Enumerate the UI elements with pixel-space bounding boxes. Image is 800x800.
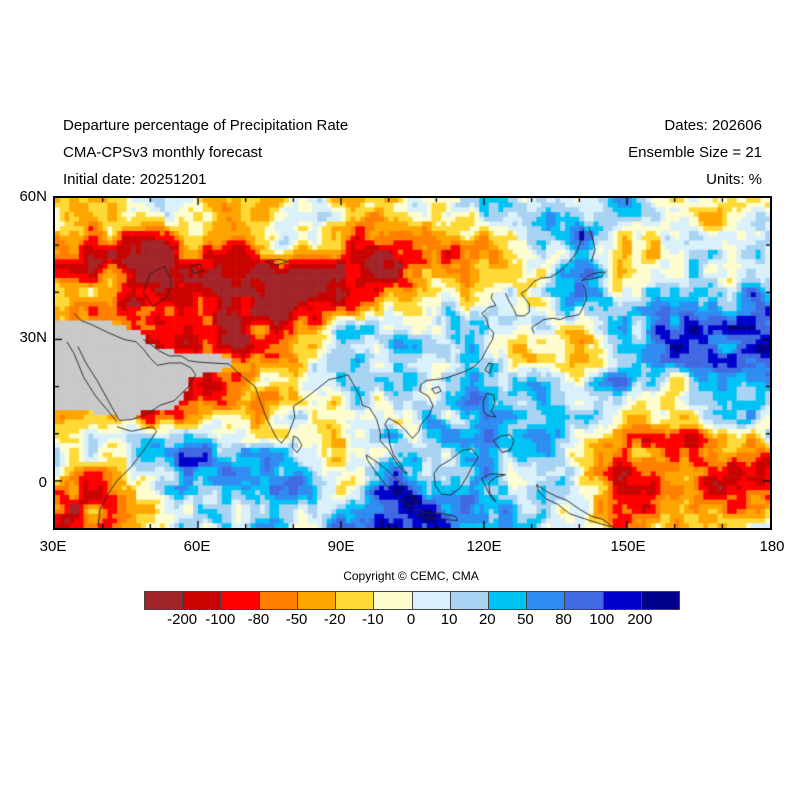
title-block: Departure percentage of Precipitation Ra… xyxy=(63,112,348,193)
x-axis-label-180: 180 xyxy=(759,538,785,555)
colorbar-labels: -200 -100 -80 -50 -20 -10 0 10 20 50 80 100 200 xyxy=(144,611,678,629)
colorbar-tick-label: 0 xyxy=(406,611,416,628)
colorbar-cell xyxy=(527,592,566,609)
copyright-text: Copyright © CEMC, CMA xyxy=(343,569,479,583)
meta-block: Dates: 202606 Ensemble Size = 21 Units: … xyxy=(628,112,762,193)
initial-date-label: Initial date: 20251201 xyxy=(63,171,207,188)
colorbar-cell xyxy=(641,592,680,609)
units-label: Units: % xyxy=(706,171,762,188)
ensemble-size-label: Ensemble Size = 21 xyxy=(628,144,762,161)
x-axis-label-30e: 30E xyxy=(39,538,67,555)
colorbar-tick-label: -10 xyxy=(362,611,384,628)
colorbar-cell xyxy=(412,592,451,609)
dates-label: Dates: 202606 xyxy=(664,117,762,134)
y-axis-label-30n: 30N xyxy=(19,329,47,346)
colorbar-cell xyxy=(488,592,528,609)
colorbar-tick-label: 10 xyxy=(440,611,458,628)
colorbar-tick-label: 200 xyxy=(627,611,653,628)
colorbar-cell xyxy=(259,592,298,609)
x-axis-label-150e: 150E xyxy=(610,538,646,555)
colorbar-tick-label: 50 xyxy=(517,611,534,628)
colorbar-tick-label: 80 xyxy=(555,611,572,628)
y-axis-label-60n: 60N xyxy=(19,188,47,205)
colorbar-cell xyxy=(450,592,489,609)
colorbar-tick-label: 20 xyxy=(478,611,496,628)
figure-title: Departure percentage of Precipitation Ra… xyxy=(63,117,349,134)
colorbar-tick-label: 100 xyxy=(589,611,615,628)
colorbar-cell xyxy=(183,592,222,609)
colorbar-cell xyxy=(297,592,337,609)
colorbar xyxy=(144,591,680,610)
colorbar-cell xyxy=(565,592,604,609)
figure-subtitle: CMA-CPSv3 monthly forecast xyxy=(63,144,263,161)
colorbar-cell xyxy=(603,592,642,609)
colorbar-tick-label: -100 xyxy=(205,611,236,628)
colorbar-tick-label: -20 xyxy=(323,611,346,628)
colorbar-cell xyxy=(145,592,184,609)
x-axis-label-60e: 60E xyxy=(183,538,211,555)
y-axis-label-0: 0 xyxy=(38,474,47,491)
x-axis-label-120e: 120E xyxy=(466,538,502,555)
colorbar-tick-label: -80 xyxy=(247,611,270,628)
colorbar-tick-label: -200 xyxy=(167,611,198,628)
colorbar-cell xyxy=(336,592,375,609)
precipitation-departure-map xyxy=(55,198,770,528)
x-axis-label-90e: 90E xyxy=(327,538,355,555)
colorbar-cell xyxy=(221,592,260,609)
map-frame xyxy=(53,196,772,530)
colorbar-tick-label: -50 xyxy=(285,611,308,628)
colorbar-cell xyxy=(374,592,413,609)
